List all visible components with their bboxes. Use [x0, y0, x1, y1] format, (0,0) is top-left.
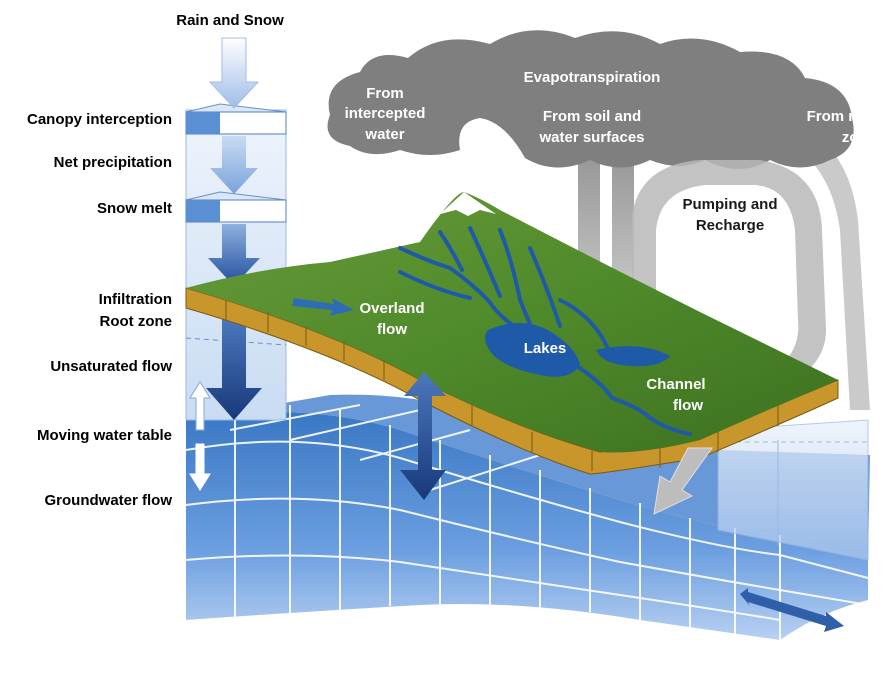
canopy-slab-side [186, 112, 220, 134]
groundwater-grid [185, 404, 869, 640]
recharge-arrow-center [400, 372, 446, 500]
from-soil-line1: From soil and [543, 108, 641, 125]
moving-water-table-label: Moving water table [37, 427, 172, 444]
groundwater-block [185, 394, 870, 640]
overland-arrow [292, 298, 354, 316]
lakes-label: Lakes [524, 340, 567, 357]
left-labels: Rain and Snow Canopy interception Net pr… [27, 12, 284, 509]
groundwater-front [186, 412, 868, 640]
unsaturated-up-arrow [189, 381, 211, 431]
overland-line2: flow [377, 321, 407, 338]
land-surface: Overland flow Lakes Channel flow [185, 192, 839, 475]
from-root-line2: zone [842, 129, 876, 146]
rain-arrow [208, 37, 260, 109]
channel-line2: flow [673, 397, 703, 414]
groundwater-top [186, 394, 870, 560]
channel-line1: Channel [646, 376, 705, 393]
from-intercepted-line1: From [366, 85, 404, 102]
from-intercepted-line2: intercepted [345, 105, 426, 122]
snow-melt-label: Snow melt [97, 200, 172, 217]
infiltration-arrow [206, 318, 262, 420]
snow-slab-side [186, 200, 220, 222]
rain-snow-label: Rain and Snow [176, 12, 284, 29]
evap-pipe-root [780, 125, 870, 410]
channel-to-groundwater-arrow [653, 447, 713, 515]
canopy-interception-label: Canopy interception [27, 111, 172, 128]
root-zone-label: Root zone [100, 313, 173, 330]
pumping-recharge-arch [632, 160, 826, 400]
infiltration-label: Infiltration [99, 291, 172, 308]
lake [485, 323, 580, 377]
pumping-line2: Recharge [696, 217, 764, 234]
right-water-box [717, 419, 869, 561]
groundwater-flow-label: Groundwater flow [45, 492, 173, 509]
cloud-shape [327, 30, 854, 169]
net-precipitation-label: Net precipitation [54, 154, 172, 171]
left-column [185, 37, 287, 491]
net-precip-arrow [210, 136, 258, 194]
lateral-flow-arrow [740, 588, 844, 632]
from-root-line1: From root [807, 108, 878, 125]
overland-line1: Overland [359, 300, 424, 317]
snowmelt-arrow [208, 224, 260, 286]
pumping-line1: Pumping and [683, 196, 778, 213]
evapotranspiration-cloud: Evapotranspiration From intercepted wate… [327, 30, 878, 410]
unsaturated-flow-label: Unsaturated flow [50, 358, 172, 375]
from-soil-line2: water surfaces [538, 129, 644, 146]
mountain-snow [440, 192, 496, 216]
water-table-down-arrow [189, 443, 211, 491]
lake-2 [596, 346, 670, 367]
evapotranspiration-label: Evapotranspiration [524, 69, 661, 86]
from-intercepted-line3: water [364, 126, 404, 143]
column-dash [185, 337, 287, 346]
